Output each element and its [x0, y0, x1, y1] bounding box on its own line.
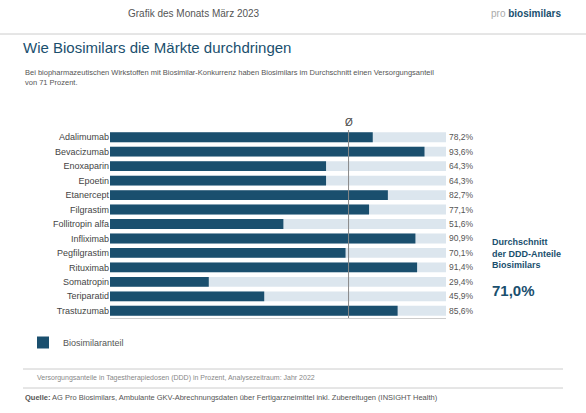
svg-text:Enoxaparin: Enoxaparin [63, 161, 109, 171]
svg-text:Bevacizumab: Bevacizumab [55, 147, 109, 157]
svg-text:77,1%: 77,1% [449, 205, 474, 215]
svg-text:Etanercept: Etanercept [65, 190, 109, 200]
svg-text:Durchschnittder DDD-AnteileBio: Durchschnittder DDD-AnteileBiosimilars [492, 237, 561, 270]
svg-text:Grafik des Monats März 2023: Grafik des Monats März 2023 [128, 8, 260, 19]
svg-text:Rituximab: Rituximab [69, 263, 109, 273]
svg-text:45,9%: 45,9% [449, 291, 474, 301]
svg-text:29,4%: 29,4% [449, 277, 474, 287]
svg-text:Teriparatid: Teriparatid [67, 291, 109, 301]
svg-text:Follitropin alfa: Follitropin alfa [53, 219, 109, 229]
svg-text:Infliximab: Infliximab [71, 234, 109, 244]
svg-text:Biosimilaranteil: Biosimilaranteil [63, 338, 124, 348]
svg-text:Epoetin: Epoetin [78, 176, 109, 186]
svg-text:Trastuzumab: Trastuzumab [57, 306, 109, 316]
svg-text:Pegfilgrastim: Pegfilgrastim [57, 248, 109, 258]
svg-text:64,3%: 64,3% [449, 176, 474, 186]
svg-text:pro biosimilars: pro biosimilars [491, 8, 561, 19]
svg-text:Quelle: AG Pro Biosimilars, Am: Quelle: AG Pro Biosimilars, Ambulante GK… [25, 393, 438, 402]
svg-text:85,6%: 85,6% [449, 306, 474, 316]
svg-text:82,7%: 82,7% [449, 190, 474, 200]
svg-text:Ø: Ø [345, 117, 353, 128]
svg-text:70,1%: 70,1% [449, 248, 474, 258]
svg-text:51,6%: 51,6% [449, 219, 474, 229]
svg-text:90,9%: 90,9% [449, 233, 474, 243]
svg-text:78,2%: 78,2% [449, 132, 474, 142]
svg-text:Wie Biosimilars die Märkte dur: Wie Biosimilars die Märkte durchdringen [23, 39, 291, 56]
svg-text:Somatropin: Somatropin [63, 277, 109, 287]
svg-text:71,0%: 71,0% [492, 282, 535, 299]
svg-text:93,6%: 93,6% [449, 147, 474, 157]
svg-text:Adalimumab: Adalimumab [59, 132, 109, 142]
svg-text:Bei biopharmazeutischen Wirkst: Bei biopharmazeutischen Wirkstoffen mit … [25, 68, 434, 87]
svg-text:64,3%: 64,3% [449, 161, 474, 171]
svg-text:Versorgungsanteile in Tagesthe: Versorgungsanteile in Tagestherapiedosen… [37, 374, 315, 382]
svg-text:Filgrastim: Filgrastim [70, 205, 109, 215]
svg-text:91,4%: 91,4% [449, 262, 474, 272]
